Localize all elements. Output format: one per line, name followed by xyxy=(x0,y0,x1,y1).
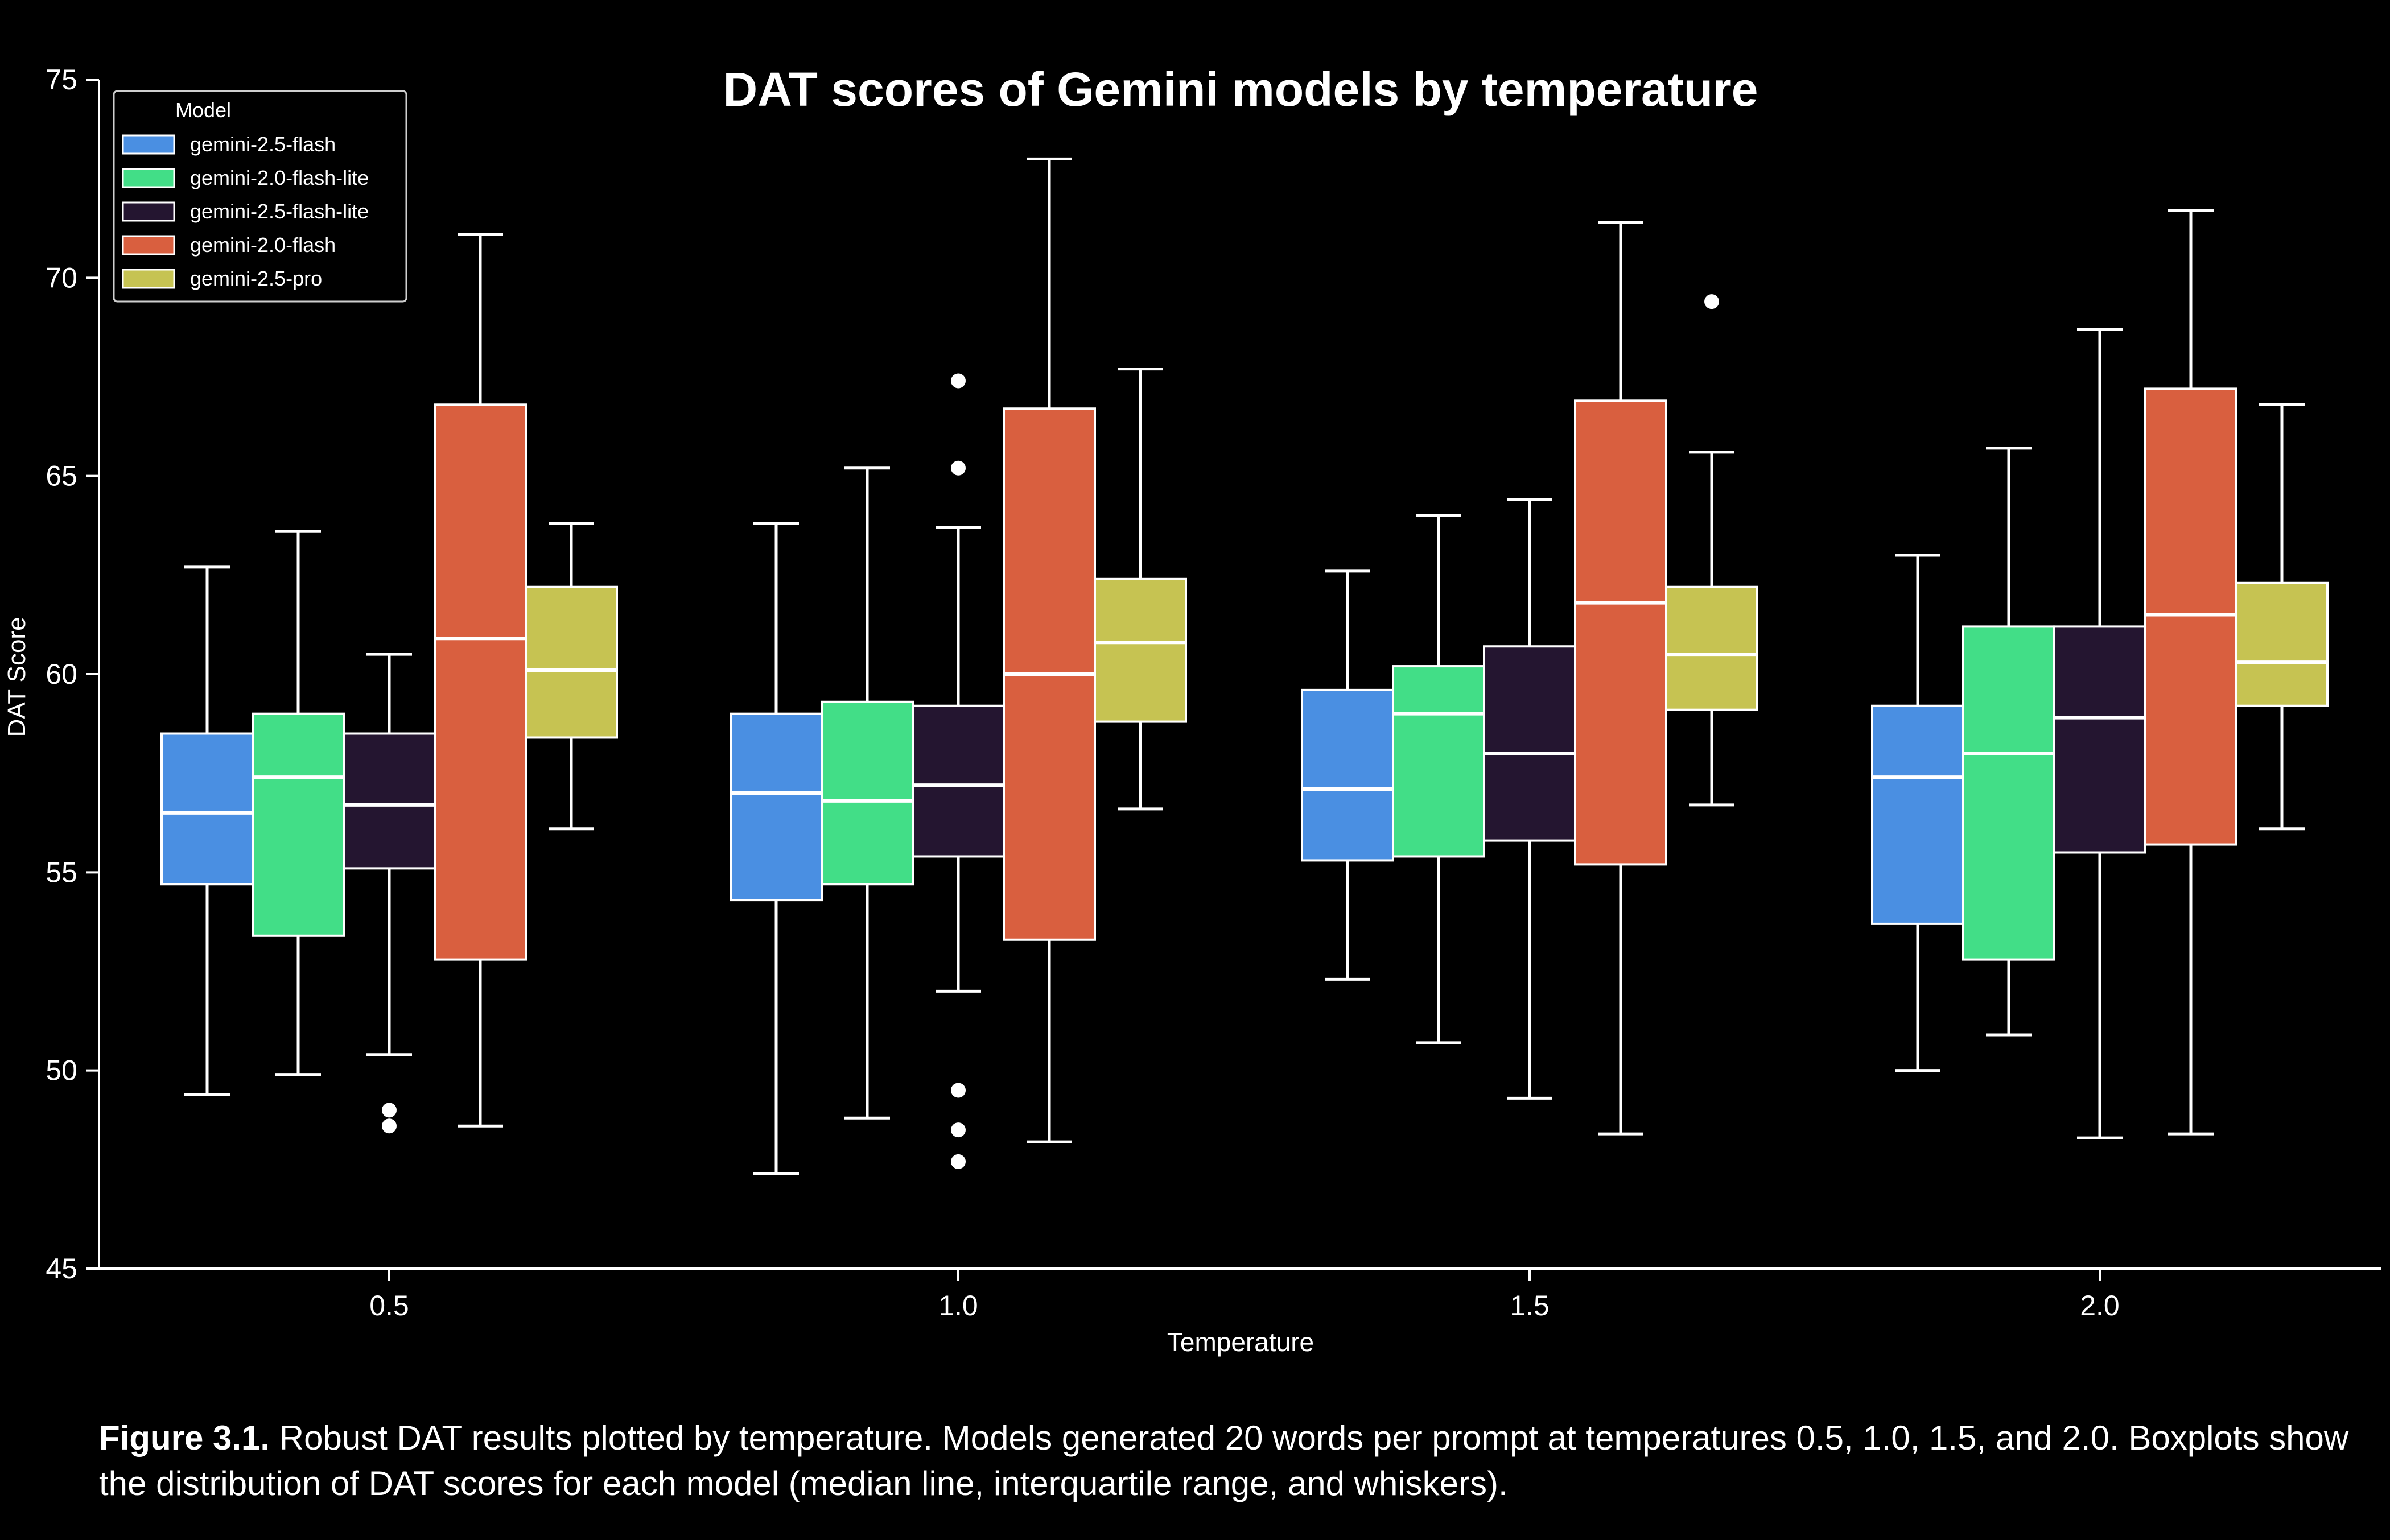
box-iqr xyxy=(160,732,254,886)
box-iqr xyxy=(1962,625,2055,961)
legend-entry: gemini-2.5-flash xyxy=(190,133,336,156)
box-iqr xyxy=(1871,704,1964,925)
legend-entry: gemini-2.5-flash-lite xyxy=(190,200,369,223)
box-gemini-2-5-flash-t0.5 xyxy=(160,565,254,1096)
legend-entry: gemini-2.0-flash xyxy=(190,233,336,257)
boxplot-chart: DAT scores of Gemini models by temperatu… xyxy=(3,63,2381,1357)
outlier-point xyxy=(951,460,966,476)
legend-swatch xyxy=(122,235,175,255)
box-gemini-2-0-flash-lite-t1.0 xyxy=(821,466,914,1120)
box-iqr xyxy=(343,732,436,870)
legend-frame xyxy=(113,90,407,303)
box-gemini-2-5-pro-t0.5 xyxy=(525,522,618,831)
box-iqr xyxy=(1665,585,1758,711)
legend: Model gemini-2.5-flash gemini-2.0-flash-li… xyxy=(113,90,407,303)
box-iqr xyxy=(1574,399,1667,866)
box-iqr xyxy=(730,712,823,902)
box-gemini-2-5-flash-lite-t1.5 xyxy=(1483,498,1576,1100)
x-tick-label: 1.0 xyxy=(938,1290,978,1322)
box-gemini-2-5-pro-t1.5 xyxy=(1665,294,1758,807)
legend-swatch xyxy=(122,201,175,222)
box-gemini-2-5-flash-lite-t1.0 xyxy=(912,373,1005,1169)
box-iqr xyxy=(1392,665,1485,858)
box-gemini-2-0-flash-t2.0 xyxy=(2144,209,2237,1136)
outlier-point xyxy=(382,1118,397,1134)
outlier-point xyxy=(951,1154,966,1169)
box-iqr xyxy=(821,700,914,886)
legend-entry: gemini-2.5-pro xyxy=(190,267,322,290)
legend-swatch xyxy=(122,269,175,289)
x-tick-label: 0.5 xyxy=(369,1290,409,1322)
y-tick-label: 55 xyxy=(46,856,77,888)
legend-entry: gemini-2.0-flash-lite xyxy=(190,166,369,189)
x-axis-label: Temperature xyxy=(1167,1327,1314,1357)
outlier-point xyxy=(951,1122,966,1138)
box-gemini-2-0-flash-t0.5 xyxy=(434,233,527,1128)
box-iqr xyxy=(2053,625,2146,854)
y-tick-label: 70 xyxy=(46,262,77,294)
box-iqr xyxy=(1301,688,1394,862)
box-iqr xyxy=(434,403,527,961)
y-tick-label: 75 xyxy=(46,64,77,96)
box-gemini-2-0-flash-lite-t0.5 xyxy=(252,530,345,1076)
box-gemini-2-5-flash-t1.5 xyxy=(1301,569,1394,981)
outlier-point xyxy=(951,373,966,389)
box-iqr xyxy=(2235,581,2329,707)
box-gemini-2-0-flash-t1.5 xyxy=(1574,221,1667,1136)
box-gemini-2-5-flash-t1.0 xyxy=(730,522,823,1175)
box-gemini-2-5-flash-lite-t0.5 xyxy=(343,653,436,1134)
box-gemini-2-5-pro-t1.0 xyxy=(1094,368,1187,811)
box-iqr xyxy=(525,585,618,739)
box-iqr xyxy=(2144,387,2237,846)
box-iqr xyxy=(1483,645,1576,842)
figure-caption: Figure 3.1. Robust DAT results plotted b… xyxy=(99,1415,2352,1506)
box-gemini-2-0-flash-lite-t2.0 xyxy=(1962,447,2055,1037)
outlier-point xyxy=(951,1083,966,1098)
legend-swatch xyxy=(122,134,175,155)
y-tick-label: 60 xyxy=(46,658,77,690)
x-tick-label: 1.5 xyxy=(1510,1290,1550,1322)
box-gemini-2-5-flash-lite-t2.0 xyxy=(2053,328,2146,1139)
y-axis-label: DAT Score xyxy=(3,617,31,737)
caption-label: Figure 3.1. xyxy=(99,1419,270,1457)
y-tick-label: 50 xyxy=(46,1055,77,1087)
box-iqr xyxy=(1094,577,1187,723)
x-tick-label: 2.0 xyxy=(2080,1290,2120,1322)
box-gemini-2-0-flash-lite-t1.5 xyxy=(1392,514,1485,1044)
y-tick-label: 45 xyxy=(46,1253,77,1285)
y-tick-label: 65 xyxy=(46,460,77,492)
box-iqr xyxy=(252,712,345,937)
caption-text: Robust DAT results plotted by temperatur… xyxy=(99,1419,2349,1502)
legend-title: Model xyxy=(175,98,231,122)
outlier-point xyxy=(382,1103,397,1118)
box-gemini-2-0-flash-t1.0 xyxy=(1003,157,1096,1143)
outlier-point xyxy=(1704,294,1719,309)
box-gemini-2-5-pro-t2.0 xyxy=(2235,403,2329,831)
box-iqr xyxy=(912,704,1005,858)
axes: 45 50 55 60 65 70 75 0.5 1.0 1.5 2.0 xyxy=(46,64,2381,1322)
box-gemini-2-5-flash-t2.0 xyxy=(1871,554,1964,1072)
chart-title: DAT scores of Gemini models by temperatu… xyxy=(723,63,1758,116)
legend-swatch xyxy=(122,168,175,188)
plot-area xyxy=(160,157,2329,1175)
